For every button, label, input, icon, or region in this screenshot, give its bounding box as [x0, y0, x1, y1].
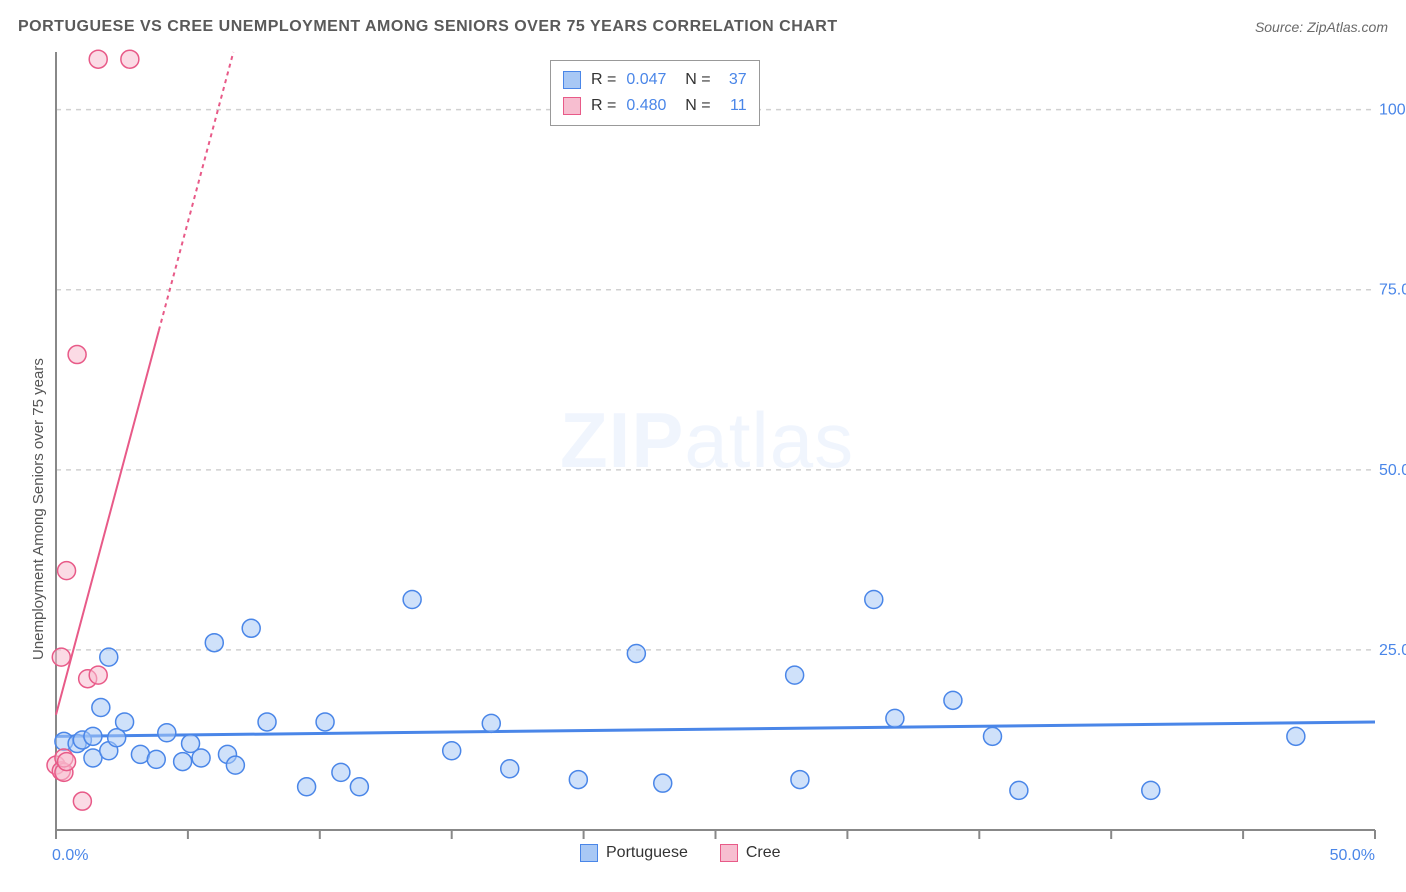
- data-point: [52, 648, 70, 666]
- data-point: [116, 713, 134, 731]
- correlation-stats-box: R = 0.047 N = 37 R = 0.480 N = 11: [550, 60, 760, 126]
- stat-r-cree: 0.480: [626, 93, 666, 119]
- stat-label-n: N =: [676, 67, 710, 93]
- data-point: [786, 666, 804, 684]
- stats-row: R = 0.047 N = 37: [563, 67, 747, 93]
- data-point: [84, 727, 102, 745]
- data-point: [886, 709, 904, 727]
- data-point: [89, 666, 107, 684]
- y-tick-label: 50.0%: [1379, 462, 1406, 479]
- swatch-portuguese-legend: [580, 844, 598, 862]
- data-point: [242, 619, 260, 637]
- data-point: [58, 562, 76, 580]
- legend-item-portuguese: Portuguese: [580, 844, 688, 862]
- data-point: [1010, 781, 1028, 799]
- y-tick-label: 75.0%: [1379, 282, 1406, 299]
- data-point: [147, 750, 165, 768]
- data-point: [158, 724, 176, 742]
- data-point: [121, 50, 139, 68]
- swatch-cree-legend: [720, 844, 738, 862]
- data-point: [73, 792, 91, 810]
- swatch-cree: [563, 97, 581, 115]
- data-point: [1287, 727, 1305, 745]
- stats-row: R = 0.480 N = 11: [563, 93, 747, 119]
- data-point: [316, 713, 334, 731]
- data-point: [58, 753, 76, 771]
- data-point: [332, 763, 350, 781]
- stat-label-r: R =: [591, 67, 616, 93]
- legend-label-portuguese: Portuguese: [606, 844, 688, 862]
- data-point: [443, 742, 461, 760]
- data-point: [1142, 781, 1160, 799]
- data-point: [298, 778, 316, 796]
- data-point: [192, 749, 210, 767]
- data-point: [174, 753, 192, 771]
- scatter-plot: 25.0% 50.0% 75.0% 100.0% 0.0% 50.0%: [0, 0, 1406, 892]
- data-point: [100, 648, 118, 666]
- data-point: [983, 727, 1001, 745]
- data-point: [627, 645, 645, 663]
- legend: Portuguese Cree: [580, 844, 781, 862]
- stat-r-portuguese: 0.047: [626, 67, 666, 93]
- data-point: [403, 590, 421, 608]
- swatch-portuguese: [563, 71, 581, 89]
- y-tick-label: 25.0%: [1379, 642, 1406, 659]
- stat-label-n: N =: [676, 93, 710, 119]
- data-point: [258, 713, 276, 731]
- x-tick-label: 50.0%: [1330, 847, 1375, 864]
- legend-item-cree: Cree: [720, 844, 781, 862]
- data-point: [68, 346, 86, 364]
- data-point: [569, 771, 587, 789]
- y-tick-label: 100.0%: [1379, 102, 1406, 119]
- data-point: [654, 774, 672, 792]
- data-point: [92, 699, 110, 717]
- stat-n-cree: 11: [721, 93, 747, 119]
- y-axis-label: Unemployment Among Seniors over 75 years: [30, 358, 47, 660]
- data-point: [226, 756, 244, 774]
- data-point: [944, 691, 962, 709]
- legend-label-cree: Cree: [746, 844, 781, 862]
- x-tick-label: 0.0%: [52, 847, 88, 864]
- stat-label-r: R =: [591, 93, 616, 119]
- stat-n-portuguese: 37: [721, 67, 747, 93]
- data-point: [501, 760, 519, 778]
- data-point: [350, 778, 368, 796]
- data-point: [482, 714, 500, 732]
- data-point: [791, 771, 809, 789]
- data-point: [89, 50, 107, 68]
- data-point: [865, 590, 883, 608]
- data-point: [205, 634, 223, 652]
